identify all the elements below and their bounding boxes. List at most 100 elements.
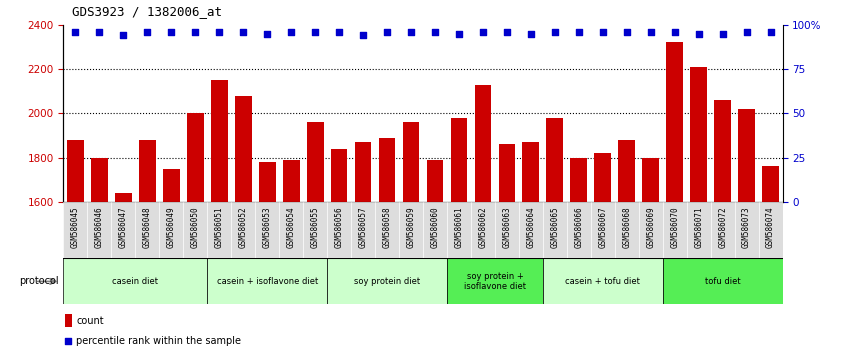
Point [500,29,514,35]
Bar [307,122,323,354]
Text: GSM586069: GSM586069 [646,206,655,248]
Bar [570,158,587,354]
Bar [139,140,156,354]
Bar [714,100,731,354]
Point [212,29,226,35]
Point [284,29,298,35]
Text: GSM586048: GSM586048 [143,206,151,248]
Bar [184,202,207,258]
Bar [690,67,707,354]
Bar [399,202,423,258]
Bar [423,202,447,258]
Text: GSM586056: GSM586056 [335,206,343,248]
Text: GSM586064: GSM586064 [526,206,536,248]
Point [739,29,753,35]
Text: GDS3923 / 1382006_at: GDS3923 / 1382006_at [72,5,222,18]
Bar [475,85,492,354]
Point [356,33,370,38]
Text: GSM586061: GSM586061 [454,206,464,248]
Bar [543,258,662,304]
Point [69,29,82,35]
Bar [135,202,159,258]
Point [764,29,777,35]
Text: soy protein +
isoflavone diet: soy protein + isoflavone diet [464,272,526,291]
Text: casein + tofu diet: casein + tofu diet [565,277,640,286]
Bar [354,142,371,354]
Bar [279,202,303,258]
Bar [687,202,711,258]
Text: GSM586055: GSM586055 [310,206,320,248]
Bar [235,96,251,354]
Text: GSM586072: GSM586072 [718,206,727,248]
Bar [739,109,755,354]
Point [452,31,465,36]
Point [524,31,537,36]
Text: GSM586057: GSM586057 [359,206,367,248]
Point [716,31,729,36]
Bar [211,80,228,354]
Point [404,29,418,35]
Text: soy protein diet: soy protein diet [354,277,420,286]
Point [380,29,393,35]
Text: GSM586049: GSM586049 [167,206,176,248]
Bar [259,162,276,354]
Bar [207,258,327,304]
Text: GSM586063: GSM586063 [503,206,511,248]
Text: protocol: protocol [19,276,59,286]
Bar [91,158,107,354]
Text: GSM586051: GSM586051 [215,206,223,248]
Text: GSM586045: GSM586045 [71,206,80,248]
Bar [375,202,399,258]
Text: GSM586066: GSM586066 [574,206,583,248]
Bar [495,202,519,258]
Bar [762,166,779,354]
Bar [543,202,567,258]
Bar [403,122,420,354]
Text: GSM586054: GSM586054 [287,206,295,248]
Point [92,29,106,35]
Bar [426,160,443,354]
Bar [187,113,204,354]
Bar [63,202,87,258]
Bar [734,202,759,258]
Text: GSM586067: GSM586067 [598,206,607,248]
Bar [591,202,615,258]
Bar [662,202,687,258]
Bar [595,153,611,354]
Point [644,29,657,35]
Bar [662,258,783,304]
Point [476,29,490,35]
Bar [547,118,563,354]
Bar [615,202,639,258]
Text: GSM586071: GSM586071 [695,206,703,248]
Text: GSM586053: GSM586053 [263,206,272,248]
Bar [159,202,184,258]
Point [117,33,130,38]
Bar [331,149,348,354]
Text: casein diet: casein diet [113,277,158,286]
Bar [642,158,659,354]
Bar [447,202,471,258]
Point [236,29,250,35]
Bar [115,193,132,354]
Text: GSM586060: GSM586060 [431,206,439,248]
Bar [667,42,683,354]
Bar [711,202,734,258]
Bar [303,202,327,258]
Text: GSM586050: GSM586050 [191,206,200,248]
Text: casein + isoflavone diet: casein + isoflavone diet [217,277,318,286]
Text: GSM586062: GSM586062 [479,206,487,248]
Point [596,29,609,35]
Text: GSM586074: GSM586074 [766,206,775,248]
Bar [498,144,515,354]
Bar [519,202,543,258]
Bar [567,202,591,258]
Point [548,29,562,35]
Point [572,29,585,35]
Point [189,29,202,35]
Bar [63,258,207,304]
Bar [327,202,351,258]
Text: GSM586047: GSM586047 [119,206,128,248]
Bar [379,138,395,354]
Bar [163,169,179,354]
